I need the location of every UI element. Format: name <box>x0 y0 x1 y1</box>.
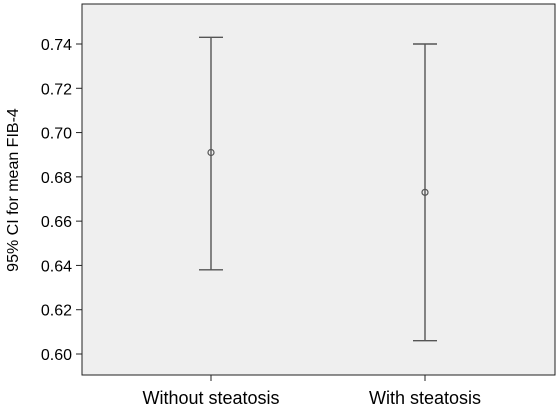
y-tick-label: 0.60 <box>41 347 72 364</box>
x-axis: Without steatosis With steatosis <box>142 375 481 408</box>
y-tick-label: 0.62 <box>41 303 72 320</box>
x-category-label: With steatosis <box>369 388 481 408</box>
mean-point <box>207 148 215 157</box>
y-tick-label: 0.66 <box>41 214 72 231</box>
y-tick-label: 0.72 <box>41 81 72 98</box>
error-bars <box>199 36 437 342</box>
error-bar <box>413 43 437 342</box>
y-axis-title: 95% CI for mean FIB-4 <box>5 108 22 272</box>
error-bar <box>199 36 223 271</box>
plot-area <box>81 3 556 376</box>
y-tick-label: 0.64 <box>41 258 72 275</box>
y-tick-label: 0.68 <box>41 170 72 187</box>
y-axis: 0.60 0.62 0.64 0.66 0.68 0.70 0.72 0.74 <box>41 37 82 364</box>
y-tick-label: 0.74 <box>41 37 72 54</box>
x-category-label: Without steatosis <box>142 388 279 408</box>
y-tick-label: 0.70 <box>41 126 72 143</box>
mean-point <box>421 188 429 196</box>
